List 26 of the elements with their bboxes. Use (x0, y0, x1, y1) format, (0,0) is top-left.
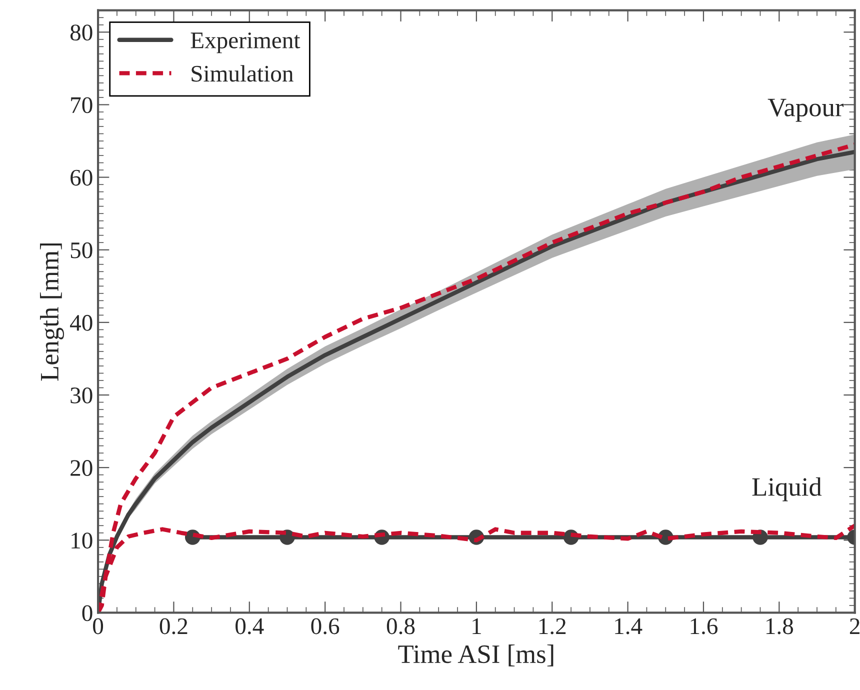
legend-label: Simulation (192, 65, 294, 82)
y-tick-label: 50 (70, 242, 92, 258)
y-tick-label: 70 (71, 97, 92, 114)
x-axis-title: Time ASI [ms] (398, 644, 554, 666)
y-tick-label: 40 (70, 314, 92, 331)
y-tick-label: 10 (72, 532, 92, 549)
x-tick-label: 0.4 (236, 618, 264, 634)
annotation: Liquid (752, 477, 822, 502)
y-tick-label: 30 (70, 387, 92, 404)
x-tick-label: 0.2 (160, 618, 188, 634)
y-tick-label: 80 (70, 24, 92, 41)
x-tick-label: 2 (850, 618, 860, 634)
x-tick-label: 1 (472, 618, 481, 634)
y-tick-label: 0 (82, 605, 92, 622)
x-tick-label: 0 (93, 618, 104, 634)
y-tick-label: 60 (70, 170, 92, 186)
y-axis-title: Length [mm] (40, 244, 64, 381)
x-tick-label: 1.4 (615, 618, 642, 634)
x-tick-label: 0.8 (386, 618, 415, 634)
legend-label: Experiment (190, 32, 300, 54)
annotation: Vapour (768, 98, 844, 122)
x-tick-label: 0.6 (311, 618, 340, 634)
x-tick-label: 1.6 (690, 618, 718, 634)
x-tick-label: 1.8 (766, 618, 794, 634)
x-tick-label: 1.2 (539, 618, 566, 634)
y-tick-label: 20 (70, 460, 92, 476)
